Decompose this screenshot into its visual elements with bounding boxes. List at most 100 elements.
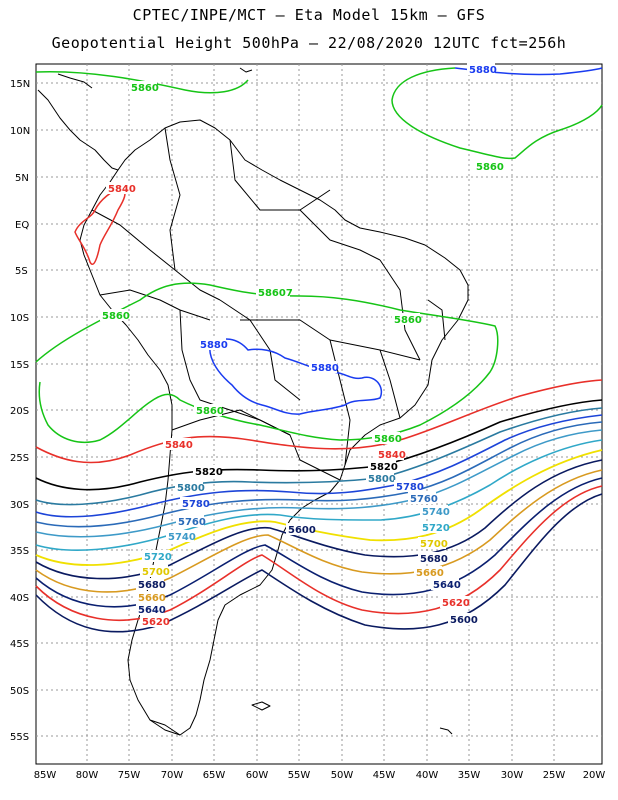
map-title-line1: CPTEC/INPE/MCT – Eta Model 15km – GFS [132,6,486,24]
lon-tick: 30W [501,770,524,781]
lon-tick: 50W [331,770,354,781]
label-5880-west: 5880 [200,340,228,351]
label-5700-east: 5700 [420,539,448,550]
label-bg [418,537,446,549]
lon-tick: 75W [118,770,141,781]
lat-tick: 15S [10,360,29,371]
label-bg [140,565,168,577]
lat-tick: 40S [10,593,29,604]
lat-tick: 50S [10,686,29,697]
label-bg [440,596,468,608]
contour-5840-ecuador [74,187,126,265]
lat-tick: EQ [15,220,29,231]
label-5640-east: 5640 [433,580,461,591]
label-bg [106,182,134,194]
label-5860-south: 5860 [196,406,224,417]
lat-tick: 10S [10,313,29,324]
lat-tick: 5S [15,266,28,277]
label-bg [136,603,164,615]
label-bg [286,523,314,535]
label-5880-east: 5880 [311,363,339,374]
lat-tick: 5N [15,173,29,184]
label-5840-west: 5840 [165,440,193,451]
lat-tick: 10N [10,126,30,137]
label-5860-southeast: 5860 [374,434,402,445]
label-5720-east: 5720 [422,523,450,534]
contour-5860-north-atlantic [391,67,603,160]
label-bg [420,521,448,533]
contour-labels: 5880 5860 5860 5840 58607 5860 5860 5880… [100,63,504,628]
lon-tick: 70W [161,770,184,781]
label-bg [194,404,222,416]
lat-tick: 55S [10,732,29,743]
label-bg [193,465,221,477]
label-bg [420,505,448,517]
label-bg [474,160,502,172]
label-bg [256,286,290,298]
lon-axis: 85W 80W 75W 70W 65W 60W 55W 50W 45W 40W … [34,770,606,781]
lon-tick: 25W [543,770,566,781]
label-5720-west: 5720 [144,552,172,563]
label-5800-west: 5800 [177,483,205,494]
label-5640-west: 5640 [138,605,166,616]
contour-5740-band [35,429,603,538]
label-bg [366,472,394,484]
label-bg [376,448,404,460]
contour-5620-band [35,485,603,621]
lon-tick: 20W [583,770,606,781]
label-5800-east: 5800 [368,474,396,485]
label-bg [166,530,194,542]
lat-tick: 25S [10,453,29,464]
label-5700-west: 5700 [142,567,170,578]
label-5820-west: 5820 [195,467,223,478]
label-5840-east: 5840 [378,450,406,461]
contour-5820-band [35,399,603,491]
label-5840-ecuador: 5840 [108,184,136,195]
contour-5840-band [35,379,603,464]
label-5660-east: 5660 [416,568,444,579]
contour-5720-band [35,439,603,551]
label-bg [175,481,203,493]
contour-5880-interior [209,338,383,415]
lat-axis: 15N 10N 5N EQ 5S 10S 15S 20S 25S 30S 35S… [10,79,30,743]
contour-5600-band [35,493,603,633]
label-bg [100,309,128,321]
label-bg [163,438,191,450]
map-title-line2: Geopotential Height 500hPa – 22/08/2020 … [51,34,567,52]
label-bg [414,566,442,578]
label-5740-west: 5740 [168,532,196,543]
label-5860-east: 5860 [394,315,422,326]
lon-tick: 60W [246,770,269,781]
label-bg [418,552,446,564]
label-5820-east: 5820 [370,462,398,473]
label-5680-west: 5680 [138,580,166,591]
label-bg [142,550,170,562]
label-5600-east: 5600 [450,615,478,626]
label-5680-east: 5680 [420,554,448,565]
lon-tick: 40W [416,770,439,781]
label-bg [140,615,168,627]
label-bg [368,460,396,472]
label-5620-west: 5620 [142,617,170,628]
lon-tick: 85W [34,770,57,781]
lon-tick: 55W [288,770,311,781]
contour-5780-band [35,414,603,518]
label-bg [392,313,420,325]
lon-tick: 45W [373,770,396,781]
lon-tick: 80W [76,770,99,781]
label-bg [448,613,476,625]
label-5780-east: 5780 [396,482,424,493]
lat-tick: 30S [10,500,29,511]
label-5860-caribbean: 5860 [131,83,159,94]
label-bg [372,432,400,444]
label-bg [431,578,459,590]
lon-tick: 35W [458,770,481,781]
lat-tick: 45S [10,639,29,650]
lat-tick: 35S [10,546,29,557]
coastline [37,67,469,736]
contour-5860-caribbean [35,70,249,94]
contour-5760-band [35,421,603,528]
map-frame [35,63,603,765]
label-5780-west: 5780 [182,499,210,510]
